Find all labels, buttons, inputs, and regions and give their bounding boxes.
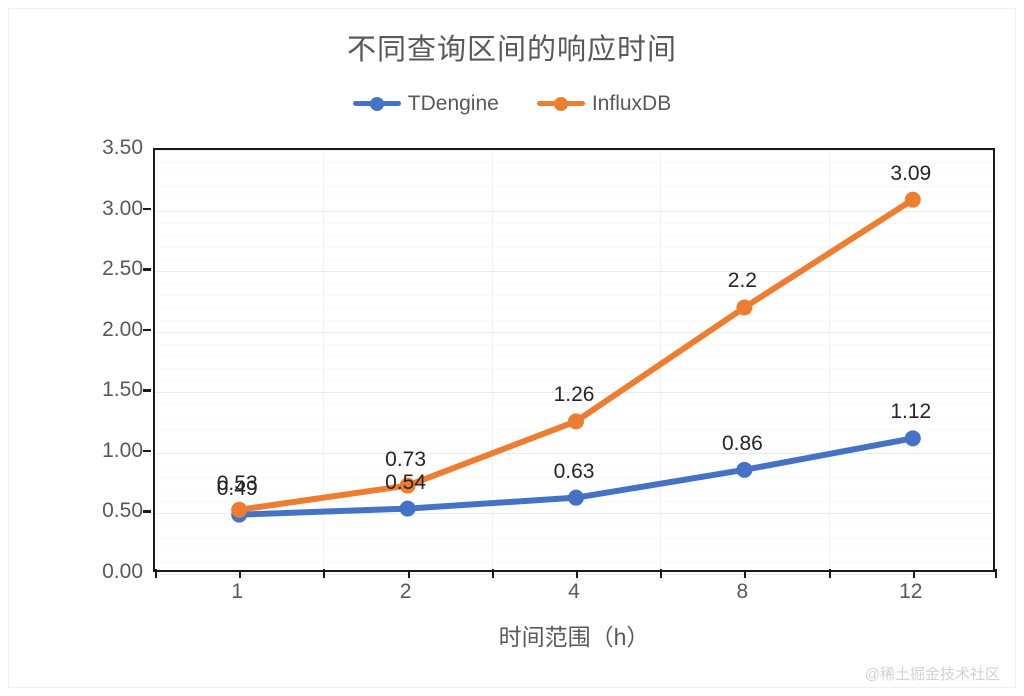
gridline-major — [155, 392, 993, 394]
chart-title: 不同查询区间的响应时间 — [346, 34, 677, 66]
y-axis-tick-mark — [143, 328, 151, 332]
x-axis-tick-mark-major — [155, 569, 157, 578]
gridline-major — [155, 513, 993, 515]
gridline-minor — [155, 234, 993, 236]
legend-label-influxdb: InfluxDB — [591, 92, 672, 115]
gridline-minor — [155, 246, 993, 248]
gridline-major — [155, 574, 993, 575]
gridline-minor — [155, 198, 993, 200]
x-axis-tick-mark-minor — [576, 571, 578, 578]
gridline-minor — [155, 186, 993, 188]
y-axis-tick-mark — [143, 510, 151, 513]
gridline-vertical — [491, 150, 493, 570]
gridline-major — [155, 331, 993, 333]
gridline-minor — [155, 428, 993, 430]
gridline-minor — [155, 404, 993, 406]
x-axis-tick-label: 2 — [399, 580, 412, 603]
data-point-marker[interactable] — [231, 501, 248, 518]
gridline-vertical — [660, 150, 662, 570]
x-axis-tick-label: 4 — [568, 580, 580, 603]
legend-item-influxdb[interactable]: InfluxDB — [536, 92, 672, 116]
gridline-minor — [155, 259, 993, 261]
gridline-minor — [155, 525, 993, 527]
gridline-minor — [155, 283, 993, 285]
gridline-minor — [155, 162, 993, 164]
gridline-minor — [155, 222, 993, 224]
y-axis-tick-label: 1.00 — [102, 438, 143, 462]
data-point-marker[interactable] — [736, 461, 753, 478]
data-point-marker[interactable] — [904, 430, 921, 447]
x-axis-tick-label: 8 — [736, 580, 749, 603]
gridline-minor — [155, 477, 993, 479]
y-axis-tick-label: 2.50 — [102, 257, 143, 281]
data-point-marker[interactable] — [568, 489, 584, 506]
x-axis-tick-mark-minor — [744, 571, 747, 578]
series-tdengine — [231, 430, 921, 523]
gridline-major — [155, 210, 993, 212]
gridline-minor — [155, 464, 993, 466]
plot-gridlines — [155, 150, 993, 575]
x-axis-tick-mark-major — [995, 569, 997, 578]
series-line — [236, 196, 916, 513]
x-axis-tick-mark-minor — [239, 571, 242, 578]
gridline-minor — [155, 368, 993, 370]
y-axis-tick-labels: 0.00 0.50 1.00 1.50 2.00 2.50 3.00 3.50 — [73, 136, 151, 583]
y-axis-tick-mark — [143, 207, 151, 211]
gridline-major — [155, 150, 993, 151]
legend-label-tdengine: TDengine — [407, 92, 499, 115]
x-axis-tick-mark-major — [660, 569, 663, 578]
gridline-minor — [155, 307, 993, 309]
x-axis-title: 时间范围（h） — [498, 624, 650, 650]
data-point-marker[interactable] — [904, 191, 921, 208]
y-axis-tick-mark — [143, 449, 151, 453]
gridline-minor — [155, 489, 993, 491]
data-point-marker[interactable] — [736, 299, 753, 316]
series-influxdb — [231, 191, 921, 518]
gridline-minor — [155, 355, 993, 357]
gridline-minor — [155, 440, 993, 442]
legend-marker-influxdb-icon — [536, 95, 585, 113]
x-axis-tick-mark-minor — [912, 571, 915, 578]
legend-item-tdengine[interactable]: TDengine — [352, 92, 499, 116]
x-axis-tick-mark-minor — [407, 571, 410, 578]
y-axis-tick-label: 1.50 — [102, 378, 143, 402]
y-axis-tick-mark — [143, 268, 151, 271]
legend-marker-tdengine-icon — [352, 95, 401, 113]
gridline-minor — [155, 174, 993, 176]
y-axis-tick-label: 0.00 — [102, 560, 143, 583]
watermark: @稀土掘金技术社区 — [864, 666, 1000, 683]
x-axis-tick-mark-major — [828, 569, 831, 578]
y-axis-tick-label: 3.00 — [102, 196, 143, 220]
gridline-vertical — [323, 150, 325, 570]
gridline-minor — [155, 295, 993, 297]
gridline-minor — [155, 343, 993, 345]
data-point-marker[interactable] — [399, 500, 416, 517]
y-axis-tick-mark — [143, 389, 151, 392]
gridline-minor — [155, 549, 993, 551]
y-axis-tick-label: 2.00 — [102, 317, 143, 341]
y-axis-tick-label: 0.50 — [102, 499, 143, 523]
gridline-major — [155, 452, 993, 454]
chart-legend: TDengine InfluxDB — [0, 92, 1024, 116]
series-lines — [231, 191, 921, 523]
data-point-marker[interactable] — [568, 413, 584, 430]
x-axis-tick-label: 1 — [231, 580, 244, 603]
x-axis-tick-label: 12 — [899, 580, 923, 603]
data-point-marker[interactable] — [399, 477, 416, 494]
y-axis-tick-label: 3.50 — [102, 136, 143, 159]
gridline-vertical — [828, 150, 830, 570]
x-axis-tick-mark-major — [323, 569, 326, 578]
x-axis-tick-mark-major — [491, 569, 494, 578]
gridline-minor — [155, 319, 993, 321]
gridline-minor — [155, 537, 993, 539]
gridline-minor — [155, 380, 993, 382]
gridline-minor — [155, 561, 993, 563]
plot-area — [153, 148, 997, 578]
gridline-major — [155, 271, 993, 273]
